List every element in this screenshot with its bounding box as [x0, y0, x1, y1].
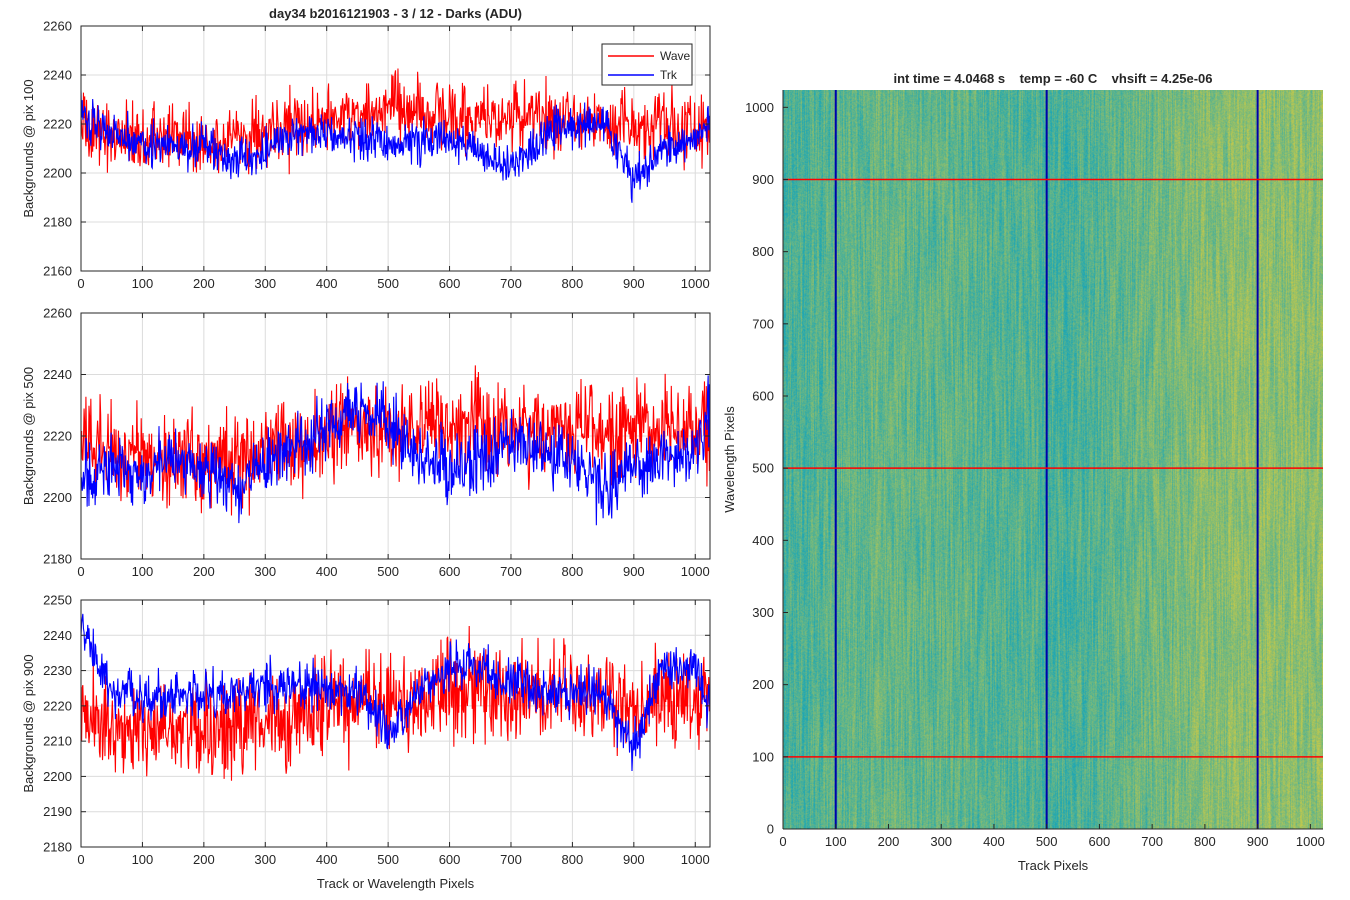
- y-tick-label: 2260: [43, 19, 72, 34]
- x-tick-label: 800: [1194, 834, 1216, 849]
- x-tick-label: 400: [316, 852, 338, 867]
- x-tick-label: 100: [132, 276, 154, 291]
- x-tick-label: 100: [825, 834, 847, 849]
- x-tick-label: 300: [254, 852, 276, 867]
- x-tick-label: 400: [983, 834, 1005, 849]
- y-tick-label: 2180: [43, 215, 72, 230]
- x-tick-label: 700: [1141, 834, 1163, 849]
- series-trk-line: [81, 91, 710, 203]
- x-tick-label: 300: [254, 564, 276, 579]
- x-tick-label: 1000: [1296, 834, 1325, 849]
- x-tick-label: 200: [878, 834, 900, 849]
- x-tick-label: 600: [439, 852, 461, 867]
- heatmap-title: int time = 4.0468 s temp = -60 C vhsift …: [893, 71, 1212, 86]
- x-tick-label: 1000: [681, 276, 710, 291]
- x-tick-label: 1000: [681, 564, 710, 579]
- x-tick-label: 900: [623, 852, 645, 867]
- x-tick-label: 100: [132, 852, 154, 867]
- legend-trk-label: Trk: [660, 68, 678, 82]
- y-tick-label: 600: [752, 388, 774, 403]
- x-tick-label: 900: [623, 276, 645, 291]
- y-tick-label: 2160: [43, 264, 72, 279]
- y-tick-label: 2180: [43, 552, 72, 567]
- y-tick-label: 2200: [43, 769, 72, 784]
- x-tick-label: 700: [500, 852, 522, 867]
- y-axis-label: Backgrounds @ pix 900: [21, 654, 36, 792]
- x-tick-label: 300: [254, 276, 276, 291]
- legend-wave-label: Wave: [660, 49, 691, 63]
- y-tick-label: 2190: [43, 804, 72, 819]
- x-tick-label: 600: [439, 564, 461, 579]
- x-tick-label: 200: [193, 564, 215, 579]
- y-tick-label: 2260: [43, 306, 72, 321]
- y-tick-label: 2220: [43, 698, 72, 713]
- y-axis-label: Backgrounds @ pix 100: [21, 79, 36, 217]
- x-tick-label: 500: [377, 564, 399, 579]
- y-axis-label: Wavelength Pixels: [722, 406, 737, 513]
- x-tick-label: 700: [500, 276, 522, 291]
- x-tick-label: 700: [500, 564, 522, 579]
- x-axis-label: Track or Wavelength Pixels: [317, 876, 475, 891]
- y-tick-label: 700: [752, 316, 774, 331]
- axes-box: [80, 25, 711, 272]
- y-tick-label: 2200: [43, 490, 72, 505]
- x-tick-label: 500: [1036, 834, 1058, 849]
- x-tick-label: 0: [77, 276, 84, 291]
- y-tick-label: 2220: [43, 117, 72, 132]
- figure-title: day34 b2016121903 - 3 / 12 - Darks (ADU): [269, 6, 522, 21]
- y-tick-label: 1000: [745, 100, 774, 115]
- y-tick-label: 2240: [43, 367, 72, 382]
- x-tick-label: 900: [623, 564, 645, 579]
- y-tick-label: 2240: [43, 68, 72, 83]
- x-tick-label: 600: [1089, 834, 1111, 849]
- legend-box: [601, 43, 693, 86]
- axes-box: [80, 599, 711, 848]
- x-tick-label: 0: [77, 852, 84, 867]
- x-tick-label: 800: [562, 276, 584, 291]
- x-tick-label: 0: [779, 834, 786, 849]
- y-tick-label: 100: [752, 749, 774, 764]
- x-tick-label: 800: [562, 564, 584, 579]
- x-tick-label: 200: [193, 276, 215, 291]
- y-tick-label: 2180: [43, 840, 72, 855]
- heatmap-darks: 0 100 200 300 400 500 600 700 800 900 1000 0 100 200 3…: [722, 71, 1325, 873]
- y-tick-label: 300: [752, 605, 774, 620]
- legend: Wave Trk: [601, 43, 693, 86]
- heatmap-image: [783, 90, 1323, 829]
- series-trk-line: [81, 375, 710, 526]
- y-axis-label: Backgrounds @ pix 500: [21, 367, 36, 505]
- y-tick-label: 2200: [43, 166, 72, 181]
- x-tick-label: 400: [316, 564, 338, 579]
- plot-pix-500: 0 100 200 300 400 500 600 700 800 900 1000 2180 2200…: [21, 306, 711, 579]
- x-tick-label: 1000: [681, 852, 710, 867]
- x-tick-label: 0: [77, 564, 84, 579]
- plot-pix-100: 0 100 200 300 400 500 600 700 800 900 1000 2160 2180…: [21, 19, 711, 291]
- x-tick-label: 100: [132, 564, 154, 579]
- y-tick-label: 2250: [43, 593, 72, 608]
- series-wave-line: [81, 68, 710, 175]
- x-tick-label: 600: [439, 276, 461, 291]
- x-tick-label: 500: [377, 852, 399, 867]
- y-tick-label: 2230: [43, 663, 72, 678]
- x-tick-label: 500: [377, 276, 399, 291]
- y-tick-label: 200: [752, 677, 774, 692]
- x-tick-label: 300: [930, 834, 952, 849]
- y-tick-label: 2210: [43, 734, 72, 749]
- y-tick-label: 2240: [43, 628, 72, 643]
- y-tick-label: 800: [752, 244, 774, 259]
- y-tick-label: 2220: [43, 429, 72, 444]
- y-tick-label: 500: [752, 461, 774, 476]
- y-tick-label: 400: [752, 533, 774, 548]
- y-tick-label: 0: [767, 822, 774, 837]
- y-tick-label: 900: [752, 172, 774, 187]
- series-trk-line: [81, 613, 710, 771]
- x-tick-label: 400: [316, 276, 338, 291]
- x-tick-label: 800: [562, 852, 584, 867]
- x-axis-label: Track Pixels: [1018, 858, 1089, 873]
- x-tick-label: 900: [1247, 834, 1269, 849]
- plot-pix-900: 0 100 200 300 400 500 600 700 800 900 1000 2180 2190…: [21, 593, 711, 891]
- x-tick-label: 200: [193, 852, 215, 867]
